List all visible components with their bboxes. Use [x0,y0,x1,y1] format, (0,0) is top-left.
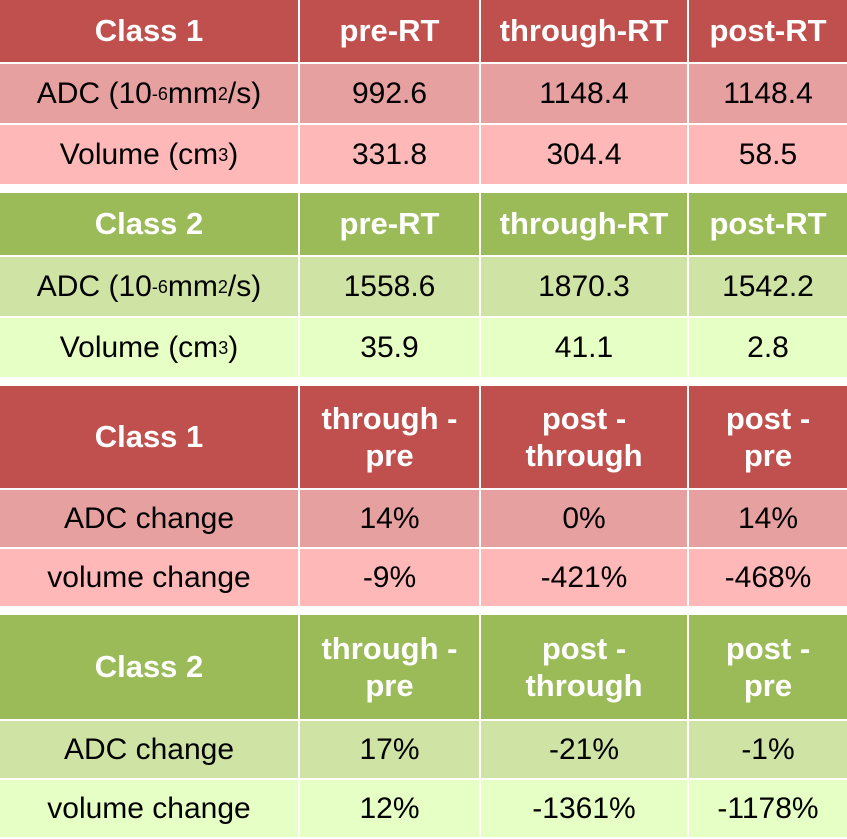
header-post-minus-through: post - through [481,386,689,490]
cell-volume-post: 58.5 [689,125,847,186]
header-class: Class 2 [0,615,300,721]
class2-change-table: Class 2 through - pre post - through pos… [0,615,847,839]
header-post-rt: post-RT [689,193,847,257]
header-post-minus-pre: post - pre [689,386,847,490]
header-through-minus-pre: through - pre [300,615,481,721]
header-class: Class 1 [0,0,300,64]
cell-adc-change-3: -1% [689,721,847,780]
cell-volume-change-1: 12% [300,780,481,839]
row-label-volume-change: volume change [0,780,300,839]
cell-adc-change-2: -21% [481,721,689,780]
cell-volume-through: 304.4 [481,125,689,186]
cell-adc-change-1: 14% [300,490,481,549]
header-through-minus-pre: through - pre [300,386,481,490]
cell-adc-pre: 992.6 [300,64,481,125]
header-post-rt: post-RT [689,0,847,64]
row-label-adc-change: ADC change [0,721,300,780]
cell-volume-change-3: -1178% [689,780,847,839]
cell-volume-post: 2.8 [689,318,847,379]
header-through-rt: through-RT [481,0,689,64]
header-post-minus-pre: post - pre [689,615,847,721]
cell-adc-change-1: 17% [300,721,481,780]
class2-values-table: Class 2 pre-RT through-RT post-RT ADC (1… [0,193,847,379]
cell-volume-change-3: -468% [689,549,847,608]
cell-volume-through: 41.1 [481,318,689,379]
row-label-adc: ADC (10 -6 mm 2/s) [0,257,300,318]
row-label-adc: ADC (10 -6 mm 2/s) [0,64,300,125]
cell-adc-change-3: 14% [689,490,847,549]
header-class: Class 2 [0,193,300,257]
class1-change-table: Class 1 through - pre post - through pos… [0,386,847,608]
header-pre-rt: pre-RT [300,193,481,257]
cell-volume-change-2: -421% [481,549,689,608]
cell-adc-change-2: 0% [481,490,689,549]
header-through-rt: through-RT [481,193,689,257]
cell-volume-change-1: -9% [300,549,481,608]
cell-adc-post: 1148.4 [689,64,847,125]
row-label-volume-change: volume change [0,549,300,608]
header-pre-rt: pre-RT [300,0,481,64]
cell-adc-post: 1542.2 [689,257,847,318]
row-label-volume: Volume (cm 3) [0,318,300,379]
class1-values-table: Class 1 pre-RT through-RT post-RT ADC (1… [0,0,847,186]
header-post-minus-through: post - through [481,615,689,721]
cell-adc-pre: 1558.6 [300,257,481,318]
row-label-volume: Volume (cm 3) [0,125,300,186]
header-class: Class 1 [0,386,300,490]
cell-adc-through: 1148.4 [481,64,689,125]
cell-adc-through: 1870.3 [481,257,689,318]
cell-volume-pre: 35.9 [300,318,481,379]
row-label-adc-change: ADC change [0,490,300,549]
cell-volume-change-2: -1361% [481,780,689,839]
cell-volume-pre: 331.8 [300,125,481,186]
